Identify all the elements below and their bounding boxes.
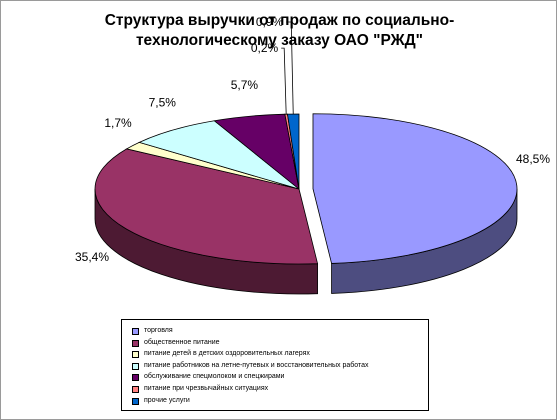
chart-legend: торговля общественное питание питание дете… xyxy=(121,319,429,411)
legend-label-3: питание работников на летне-путевых и во… xyxy=(144,361,369,369)
pie-slice-1 xyxy=(94,148,319,265)
data-label-3: 7,5% xyxy=(149,96,177,110)
legend-item-3: питание работников на летне-путевых и во… xyxy=(132,360,428,372)
legend-item-4: обслуживание спецмолоком и спецжирами xyxy=(132,371,428,383)
legend-swatch-3 xyxy=(132,362,139,370)
leader-line-5 xyxy=(281,47,287,115)
leader-line-6 xyxy=(286,21,294,115)
chart-title: Структура выручки от продаж по социально… xyxy=(104,12,455,49)
data-label-6: 0,9% xyxy=(256,15,284,29)
legend-swatch-1 xyxy=(132,339,139,347)
legend-label-6: прочие услуги xyxy=(144,396,190,404)
legend-item-6: прочие услуги xyxy=(132,395,428,407)
data-label-5: 0,2% xyxy=(251,41,279,55)
legend-item-1: общественное питание xyxy=(132,337,428,349)
legend-swatch-6 xyxy=(132,397,139,405)
legend-label-2: питание детей в детских оздоровительных … xyxy=(144,350,310,358)
legend-swatch-4 xyxy=(132,374,139,382)
legend-swatch-0 xyxy=(132,328,139,335)
data-label-4: 5,7% xyxy=(231,78,259,92)
legend-item-0: торговля xyxy=(132,325,428,337)
legend-swatch-5 xyxy=(132,385,139,393)
data-label-1: 35,4% xyxy=(75,250,109,264)
legend-swatch-2 xyxy=(132,351,139,359)
legend-item-5: питание при чрезвычайных ситуациях xyxy=(132,383,428,395)
legend-item-2: питание детей в детских оздоровительных … xyxy=(132,348,428,360)
data-label-2: 1,7% xyxy=(104,116,132,130)
pie-slice-0 xyxy=(312,113,518,264)
pie-slice-3 xyxy=(138,120,300,190)
legend-label-5: питание при чрезвычайных ситуациях xyxy=(144,384,269,392)
legend-label-1: общественное питание xyxy=(144,338,220,346)
legend-label-0: торговля xyxy=(144,327,173,334)
data-label-0: 48,5% xyxy=(516,152,550,166)
legend-label-4: обслуживание спецмолоком и спецжирами xyxy=(144,373,285,381)
